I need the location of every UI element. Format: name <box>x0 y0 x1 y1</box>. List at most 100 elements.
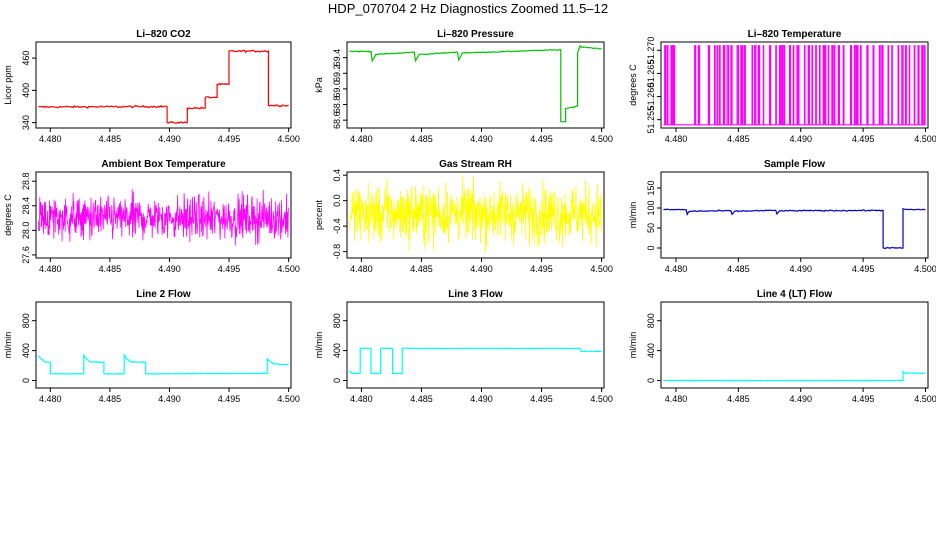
y-tick-label: 0 <box>332 378 342 383</box>
plot-frame <box>660 301 929 389</box>
x-tick-label: 4.500 <box>277 264 300 274</box>
y-tick-label: 150 <box>646 180 656 195</box>
panel-title: Line 3 Flow <box>448 289 503 300</box>
y-tick-label: 28.0 <box>21 222 31 240</box>
y-tick-label: 800 <box>646 313 656 328</box>
x-tick-label: 4.485 <box>727 394 750 404</box>
x-tick-label: 4.500 <box>277 394 300 404</box>
x-tick-label: 4.495 <box>218 394 241 404</box>
x-tick-label: 4.490 <box>470 134 493 144</box>
x-tick-label: 4.495 <box>852 264 875 274</box>
x-tick-label: 4.500 <box>590 394 613 404</box>
x-tick-label: 4.495 <box>852 394 875 404</box>
x-tick-label: 4.485 <box>99 264 122 274</box>
plot-frame <box>346 301 605 389</box>
y-axis-label: degrees C <box>628 64 638 106</box>
y-axis-label: ml/min <box>628 332 638 359</box>
x-tick-label: 4.485 <box>99 394 122 404</box>
y-tick-label: 0.0 <box>332 194 342 207</box>
y-tick-label: 51.255 <box>646 106 656 134</box>
page-title: HDP_070704 2 Hz Diagnostics Zoomed 11.5–… <box>327 1 609 16</box>
panel-line-2-flow: Line 2 Flow 4.480 4.485 4.490 4.495 4.500 0 400… <box>3 289 300 404</box>
series-line <box>348 347 602 375</box>
y-tick-label: 800 <box>332 313 342 328</box>
y-tick-label: 0 <box>21 378 31 383</box>
x-tick-label: 4.500 <box>590 264 613 274</box>
x-tick-label: 4.480 <box>350 134 373 144</box>
series-line <box>349 174 602 253</box>
y-axis-label: percent <box>314 199 324 230</box>
x-tick-label: 4.485 <box>410 134 433 144</box>
y-tick-label: 0 <box>646 378 656 383</box>
plot-frame <box>35 171 292 259</box>
panel-title: Line 4 (LT) Flow <box>757 289 833 300</box>
x-tick-label: 4.500 <box>914 134 936 144</box>
y-tick-label: 0.4 <box>332 169 342 182</box>
y-tick-label: 69.4 <box>332 49 342 67</box>
y-tick-label: 51.270 <box>646 37 656 65</box>
y-tick-label: 69.2 <box>332 65 342 83</box>
x-tick-label: 4.480 <box>665 134 688 144</box>
x-tick-label: 4.495 <box>530 134 553 144</box>
series-line <box>663 369 926 382</box>
y-tick-label: -0.4 <box>332 218 342 234</box>
x-tick-label: 4.485 <box>727 134 750 144</box>
y-tick-label: 400 <box>21 83 31 98</box>
x-tick-label: 4.490 <box>158 264 181 274</box>
y-axis-label: kPa <box>314 77 324 93</box>
y-tick-label: 460 <box>21 51 31 66</box>
x-tick-label: 4.485 <box>727 264 750 274</box>
panel-li820-temperature: Li–820 Temperature 4.480 4.485 4.490 4.495 4.… <box>628 29 936 144</box>
y-tick-label: 0 <box>646 245 656 250</box>
plot-frame <box>346 41 605 129</box>
y-axis-label: ml/min <box>3 332 13 359</box>
x-tick-label: 4.500 <box>914 394 936 404</box>
plot-frame <box>346 171 605 259</box>
x-tick-label: 4.485 <box>410 394 433 404</box>
x-tick-label: 4.490 <box>789 134 812 144</box>
series-line <box>37 352 289 375</box>
x-tick-label: 4.480 <box>350 264 373 274</box>
x-tick-label: 4.500 <box>914 264 936 274</box>
x-tick-label: 4.490 <box>789 264 812 274</box>
y-tick-label: 400 <box>646 343 656 358</box>
y-axis-label: ml/min <box>314 332 324 359</box>
panel-title: Li–820 CO2 <box>136 29 191 40</box>
x-tick-label: 4.485 <box>410 264 433 274</box>
y-tick-label: 340 <box>21 115 31 130</box>
x-tick-label: 4.480 <box>39 264 62 274</box>
panel-ambient-box-temperature: Ambient Box Temperature 4.480 4.485 4.490 4.… <box>3 159 300 274</box>
y-axis-label: Licor ppm <box>3 65 13 105</box>
x-tick-label: 4.490 <box>470 394 493 404</box>
series-line <box>663 207 926 250</box>
panel-title: Li–820 Temperature <box>748 29 842 40</box>
panel-title: Ambient Box Temperature <box>101 159 226 170</box>
plot-frame <box>660 41 929 129</box>
x-tick-label: 4.495 <box>218 264 241 274</box>
panel-title: Sample Flow <box>764 159 825 170</box>
x-tick-label: 4.490 <box>158 394 181 404</box>
plot-frame <box>660 171 929 259</box>
y-tick-label: 69.0 <box>332 80 342 98</box>
y-tick-label: 27.6 <box>21 246 31 264</box>
x-tick-label: 4.490 <box>470 264 493 274</box>
series-line <box>38 49 289 124</box>
x-tick-label: 4.480 <box>350 394 373 404</box>
panel-li820-co2: Li–820 CO2 4.480 4.485 4.490 4.495 4.500 340 40… <box>3 29 300 144</box>
y-axis-label: ml/min <box>628 202 638 229</box>
y-tick-label: 28.4 <box>21 197 31 215</box>
y-tick-label: -0.8 <box>332 244 342 260</box>
panel-title: Li–820 Pressure <box>437 29 514 40</box>
x-tick-label: 4.480 <box>39 394 62 404</box>
panel-sample-flow: Sample Flow 4.480 4.485 4.490 4.495 4.500 0 50 1… <box>628 159 936 274</box>
panel-line-3-flow: Line 3 Flow 4.480 4.485 4.490 4.495 4.500 0 400… <box>314 289 613 404</box>
x-tick-label: 4.480 <box>665 264 688 274</box>
y-tick-label: 51.260 <box>646 83 656 111</box>
y-tick-label: 800 <box>21 313 31 328</box>
series-line <box>349 44 602 123</box>
y-tick-label: 28.8 <box>21 172 31 190</box>
x-tick-label: 4.495 <box>218 134 241 144</box>
panel-line-4-lt-flow: Line 4 (LT) Flow 4.480 4.485 4.490 4.495 4.50… <box>628 289 936 404</box>
x-tick-label: 4.480 <box>665 394 688 404</box>
